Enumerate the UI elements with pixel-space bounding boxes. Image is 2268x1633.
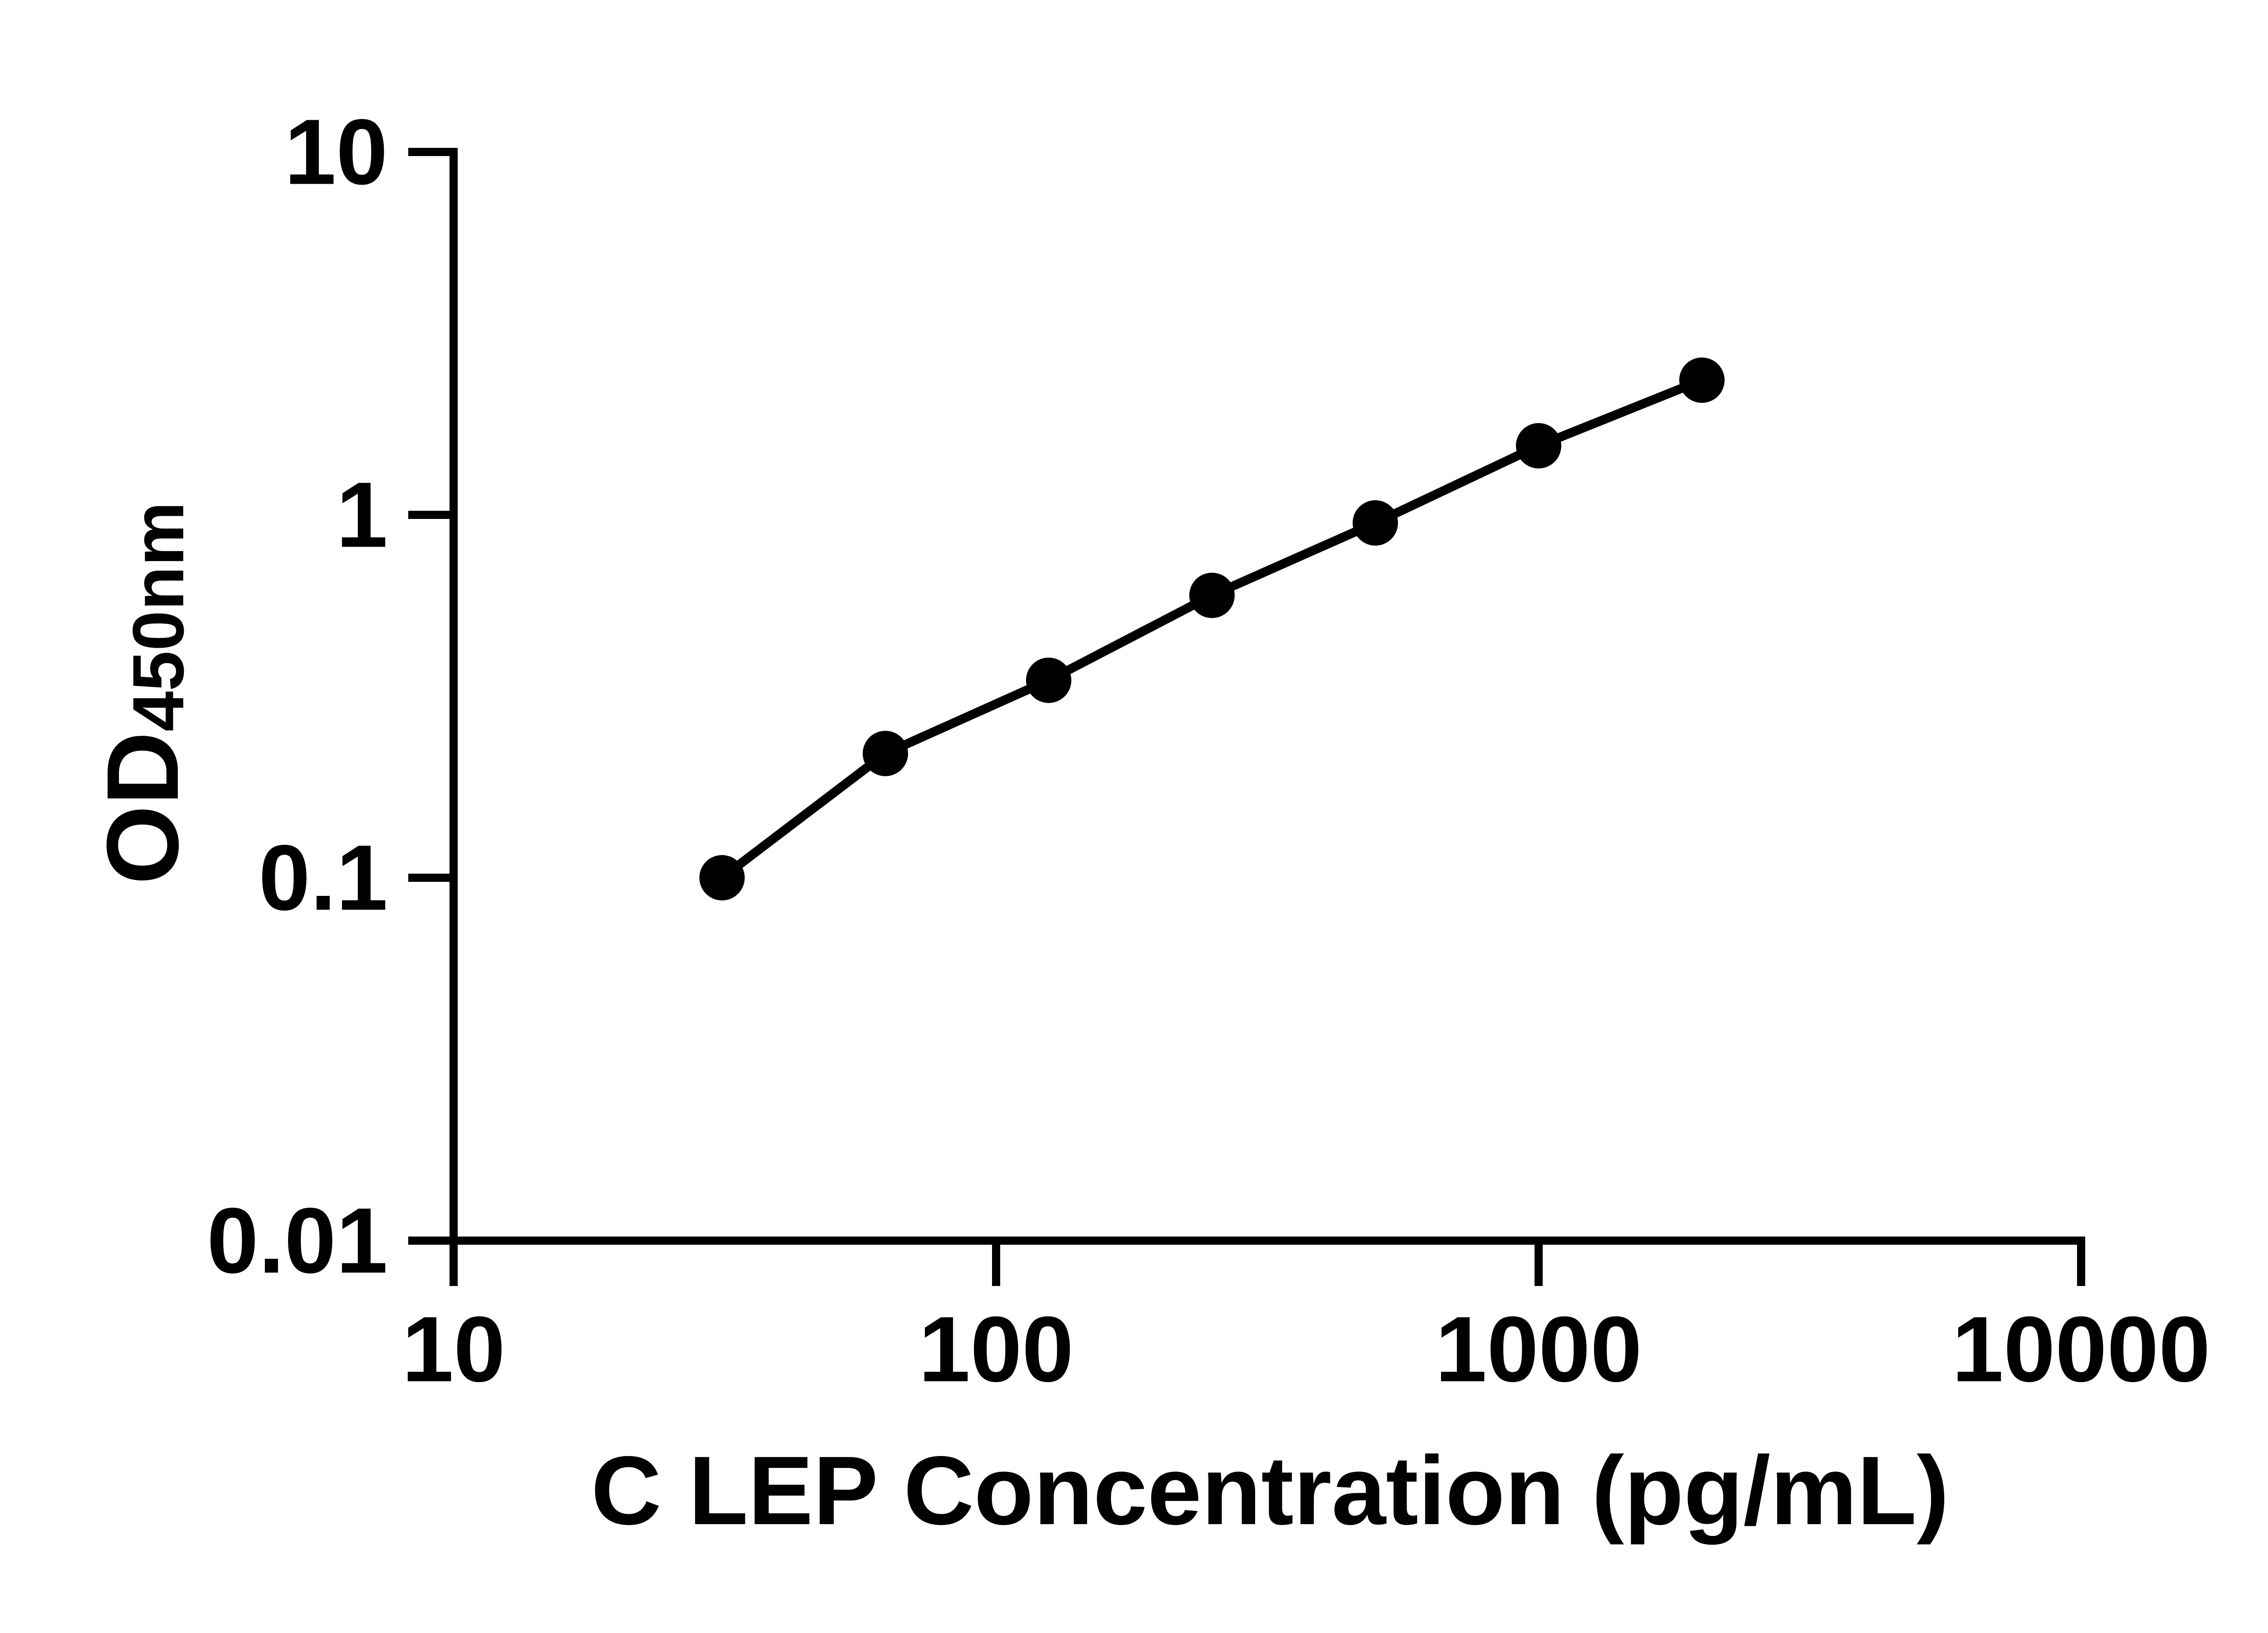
y-tick-label: 1	[336, 463, 388, 567]
y-tick-label: 0.1	[259, 826, 388, 930]
data-point	[1026, 657, 1071, 703]
x-tick-label: 1000	[1435, 1297, 1642, 1401]
x-axis-tick-labels: 10 100 1000 10000	[402, 1297, 2210, 1401]
x-axis-ticks	[450, 1241, 2085, 1286]
y-axis-ticks	[408, 148, 454, 1245]
y-axis-title-main: OD	[85, 732, 200, 885]
data-point	[699, 855, 745, 900]
data-point	[1189, 572, 1235, 618]
y-axis-title: OD450nm	[85, 502, 200, 885]
data-point	[1353, 500, 1398, 546]
y-tick-label: 10	[284, 100, 388, 204]
y-axis-tick-labels: 10 1 0.1 0.01	[207, 100, 388, 1293]
x-tick-label: 10	[402, 1297, 505, 1401]
data-point	[862, 731, 908, 777]
x-tick-label: 10000	[1952, 1297, 2210, 1401]
axes	[450, 148, 2085, 1245]
x-axis-title: C LEP Concentration (pg/mL)	[591, 1436, 1949, 1545]
data-point	[1516, 423, 1561, 469]
data-series	[699, 357, 1725, 900]
data-point	[1679, 357, 1725, 403]
x-tick-label: 100	[919, 1297, 1074, 1401]
y-axis-title-subscript: 450nm	[117, 502, 199, 732]
y-tick-label: 0.01	[207, 1189, 388, 1293]
